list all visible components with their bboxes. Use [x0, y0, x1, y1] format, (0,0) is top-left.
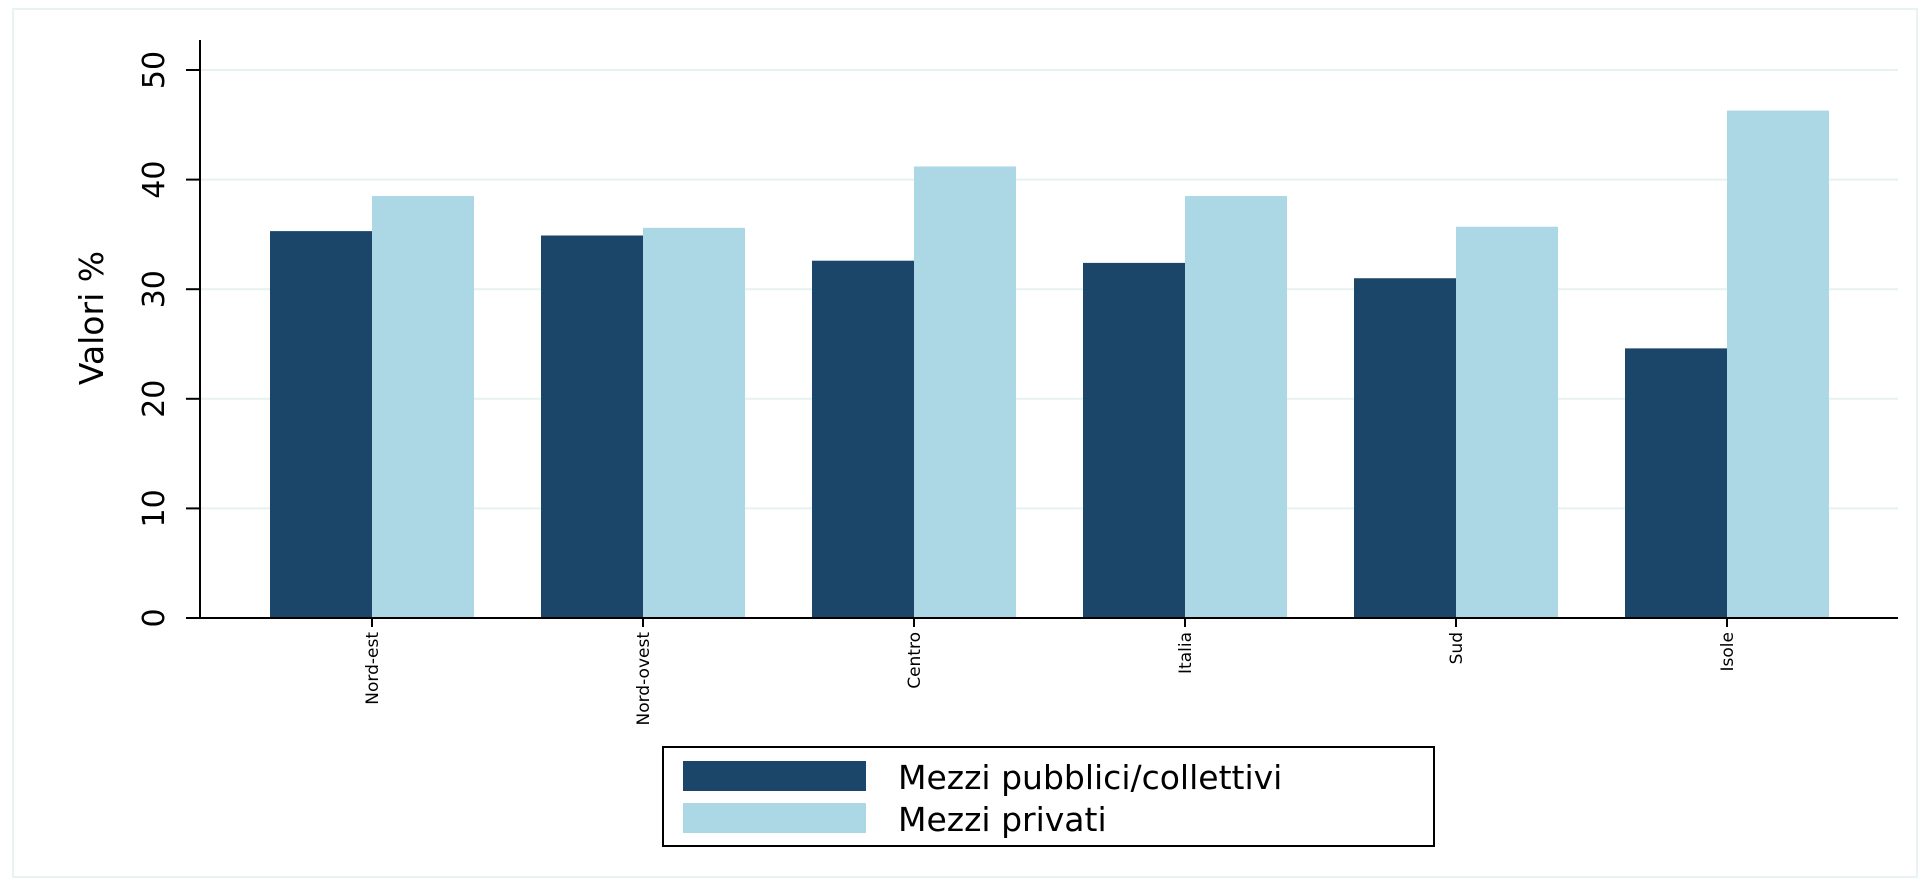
x-tick-label: Centro — [905, 632, 925, 689]
bar-centro-public — [812, 260, 914, 618]
bar-sud-public — [1354, 278, 1456, 618]
bar-nord-est-private — [372, 196, 474, 619]
legend-swatch-public — [683, 761, 866, 791]
bar-italia-private — [1185, 196, 1287, 619]
bar-sud-private — [1456, 226, 1558, 618]
y-axis-ticks: 0 10 20 30 40 50 — [137, 51, 200, 628]
y-tick-label: 20 — [137, 380, 172, 418]
x-axis-labels: Nord-est Nord-ovest Centro Italia Sud Isole — [363, 618, 1738, 726]
bar-nord-est-public — [270, 231, 372, 618]
legend-label-public: Mezzi pubblici/collettivi — [898, 758, 1282, 797]
legend-swatch-private — [683, 803, 866, 833]
axes — [186, 40, 1898, 619]
bars — [270, 110, 1829, 619]
bar-italia-public — [1083, 262, 1185, 618]
bar-nord-ovest-private — [643, 227, 745, 618]
x-tick-label: Nord-est — [363, 632, 383, 705]
legend-label-private: Mezzi privati — [898, 800, 1107, 839]
y-tick-label: 50 — [137, 51, 172, 89]
bar-isole-private — [1727, 110, 1829, 618]
y-tick-label: 0 — [137, 608, 172, 627]
x-tick-label: Nord-ovest — [634, 632, 654, 726]
legend: Mezzi pubblici/collettivi Mezzi privati — [662, 746, 1435, 847]
y-tick-label: 30 — [137, 270, 172, 308]
x-tick-label: Sud — [1447, 632, 1467, 664]
y-tick-label: 40 — [137, 161, 172, 199]
x-tick-label: Italia — [1176, 632, 1196, 674]
gridlines — [200, 69, 1898, 510]
x-tick-label: Isole — [1718, 632, 1738, 671]
y-tick-label: 10 — [137, 489, 172, 527]
y-axis-title: Valori % — [72, 251, 111, 385]
bar-nord-ovest-public — [541, 235, 643, 618]
bar-isole-public — [1625, 348, 1727, 618]
bar-centro-private — [914, 166, 1016, 618]
